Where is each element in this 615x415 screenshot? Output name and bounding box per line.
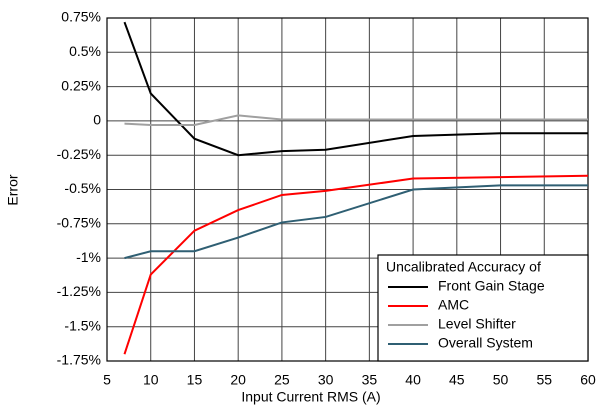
x-axis-label: Input Current RMS (A)	[241, 389, 380, 405]
x-tick-label: 35	[362, 372, 378, 388]
legend-label: Overall System	[438, 335, 533, 351]
y-tick-label: -0.5%	[64, 180, 101, 196]
y-tick-label: 0.25%	[61, 77, 101, 93]
y-tick-label: -1.25%	[57, 283, 101, 299]
plot-border	[106, 17, 589, 362]
legend-label: Level Shifter	[438, 316, 516, 332]
x-tick-label: 45	[449, 372, 465, 388]
legend-label: Front Gain Stage	[438, 278, 545, 294]
series-line	[123, 174, 589, 355]
series-line	[123, 21, 588, 157]
series-line	[124, 184, 588, 260]
x-tick-label: 40	[405, 372, 421, 388]
x-tick-label: 50	[493, 372, 509, 388]
x-tick-label: 20	[230, 372, 246, 388]
x-tick-label: 10	[143, 372, 159, 388]
x-tick-label: 15	[187, 372, 203, 388]
x-tick-label: 55	[536, 372, 552, 388]
y-tick-label: -0.75%	[57, 215, 101, 231]
legend-title: Uncalibrated Accuracy of	[386, 259, 541, 275]
y-axis-label: Error	[5, 174, 21, 205]
x-tick-label: 60	[580, 372, 596, 388]
y-tick-label: 0.75%	[61, 9, 101, 25]
x-tick-label: 5	[103, 372, 111, 388]
y-tick-label: -1%	[76, 249, 101, 265]
series-line	[124, 114, 588, 127]
y-tick-label: 0.5%	[69, 43, 101, 59]
x-tick-label: 25	[274, 372, 290, 388]
y-tick-label: 0	[93, 112, 101, 128]
legend-label: AMC	[438, 297, 469, 313]
x-tick-label: 30	[318, 372, 334, 388]
y-tick-label: -1.5%	[64, 317, 101, 333]
y-tick-label: -1.75%	[57, 352, 101, 368]
y-tick-label: -0.25%	[57, 146, 101, 162]
